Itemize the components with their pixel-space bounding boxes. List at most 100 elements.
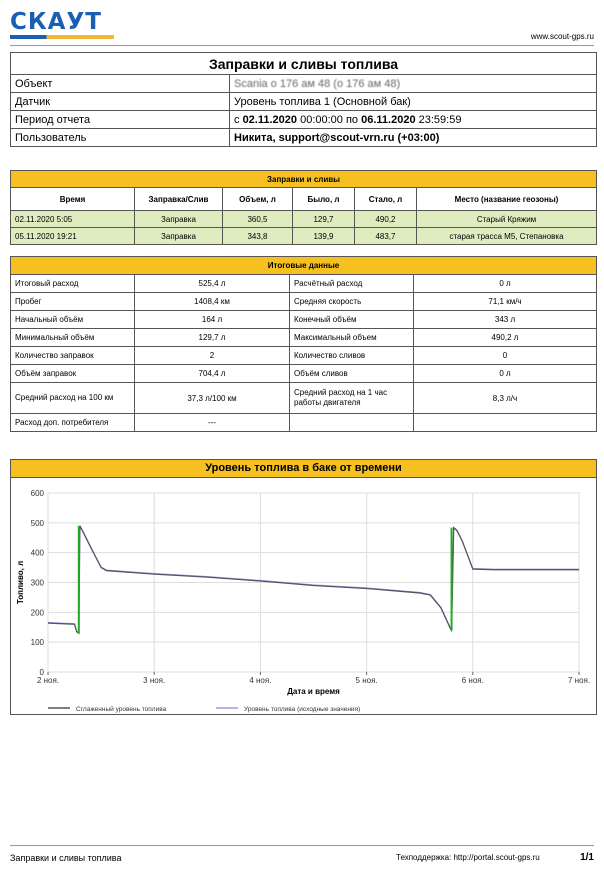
y-tick-label: 0 xyxy=(40,668,45,677)
summary-value: 2 xyxy=(134,346,290,365)
cell-place: Старый Кряжим xyxy=(416,210,597,228)
legend-label: Уровень топлива (исходные значения) xyxy=(244,706,360,713)
period-to-time: 23:59:59 xyxy=(418,113,462,126)
summary-row: Объём заправок 704,4 л Объём сливов 0 л xyxy=(10,364,597,383)
summary-value: 129,7 л xyxy=(134,328,290,347)
logo-text: СКАУТ xyxy=(10,9,102,35)
cell-before: 139,9 xyxy=(292,227,355,245)
col-header-after: Стало, л xyxy=(354,187,417,211)
logo-underline xyxy=(10,35,114,39)
y-tick-label: 200 xyxy=(31,608,45,617)
x-axis-label: Дата и время xyxy=(287,687,340,696)
summary-row: Минимальный объём 129,7 л Максимальный о… xyxy=(10,328,597,347)
user-value: Никита, support@scout-vrn.ru (+03:00) xyxy=(229,128,597,147)
footer-page-number: 1/1 xyxy=(580,852,594,863)
refuel-table: Заправки и сливы Время Заправка/Слив Объ… xyxy=(10,170,597,245)
summary-section-title: Итоговые данные xyxy=(10,256,597,275)
summary-value: 343 л xyxy=(413,310,597,329)
summary-value: 490,2 л xyxy=(413,328,597,347)
period-to-date: 06.11.2020 xyxy=(361,113,416,126)
user-label: Пользователь xyxy=(10,128,230,147)
series-line-smoothed xyxy=(47,525,579,635)
period-from-date: 02.11.2020 xyxy=(242,113,298,126)
cell-place: старая трасса М5, Степановка xyxy=(416,227,597,245)
summary-label: Количество сливов xyxy=(289,346,414,365)
x-tick-label: 4 ноя. xyxy=(249,676,271,685)
summary-row: Пробег 1408,4 км Средняя скорость 71,1 к… xyxy=(10,292,597,311)
summary-label: Конечный объём xyxy=(289,310,414,329)
fuel-chart-panel: Уровень топлива в баке от времени 0 100 20… xyxy=(10,459,597,715)
summary-value: 0 л xyxy=(413,364,597,383)
cell-before: 129,7 xyxy=(292,210,355,228)
summary-label: Объём заправок xyxy=(10,364,135,383)
y-axis-label: Топливо, л xyxy=(16,561,25,604)
x-tick-label: 2 ноя. xyxy=(37,676,59,685)
summary-value xyxy=(413,413,597,432)
summary-row: Количество заправок 2 Количество сливов … xyxy=(10,346,597,365)
scout-logo: СКАУТ xyxy=(10,10,120,40)
cell-type: Заправка xyxy=(134,210,223,228)
period-to-word: по xyxy=(345,113,359,126)
sensor-value: Уровень топлива 1 (Основной бак) xyxy=(229,92,597,111)
col-header-place: Место (название геозоны) xyxy=(416,187,597,211)
col-header-volume: Объем, л xyxy=(222,187,293,211)
summary-label: Итоговый расход xyxy=(10,274,135,293)
report-info-table: Заправки и сливы топлива Объект Scania о… xyxy=(10,52,597,147)
y-tick-label: 400 xyxy=(31,549,45,558)
footer-support: Техподдержка: http://portal.scout-gps.ru xyxy=(396,853,540,862)
summary-table: Итоговые данные Итоговый расход 525,4 л … xyxy=(10,256,597,432)
summary-label: Количество заправок xyxy=(10,346,135,365)
object-label: Объект xyxy=(10,74,230,93)
y-tick-label: 600 xyxy=(31,489,45,498)
legend-label: Сглаженный уровень топлива xyxy=(76,705,167,713)
refuel-section-title: Заправки и сливы xyxy=(10,170,597,188)
summary-row: Итоговый расход 525,4 л Расчётный расход… xyxy=(10,274,597,293)
x-tick-label: 7 ноя. xyxy=(568,676,590,685)
x-tick-label: 3 ноя. xyxy=(143,676,165,685)
summary-value: 8,3 л/ч xyxy=(413,382,597,414)
summary-value: 0 xyxy=(413,346,597,365)
summary-row: Начальный объём 164 л Конечный объём 343… xyxy=(10,310,597,329)
summary-label: Максимальный объем xyxy=(289,328,414,347)
summary-label: Средняя скорость xyxy=(289,292,414,311)
summary-label: Объём сливов xyxy=(289,364,414,383)
cell-time: 05.11.2020 19:21 xyxy=(10,227,135,245)
y-tick-label: 100 xyxy=(31,638,45,647)
cell-after: 490,2 xyxy=(354,210,417,228)
col-header-time: Время xyxy=(10,187,135,211)
summary-label: Минимальный объём xyxy=(10,328,135,347)
summary-value: --- xyxy=(134,413,290,432)
footer-divider xyxy=(10,845,594,846)
table-row: 05.11.2020 19:21 Заправка 343,8 139,9 48… xyxy=(10,227,597,245)
table-row: 02.11.2020 5:05 Заправка 360,5 129,7 490… xyxy=(10,210,597,228)
chart-title: Уровень топлива в баке от времени xyxy=(11,460,596,478)
cell-time: 02.11.2020 5:05 xyxy=(10,210,135,228)
summary-label: Расход доп. потребителя xyxy=(10,413,135,432)
summary-label: Начальный объём xyxy=(10,310,135,329)
site-url: www.scout-gps.ru xyxy=(530,32,594,41)
col-header-type: Заправка/Слив xyxy=(134,187,223,211)
footer-report-name: Заправки и сливы топлива xyxy=(10,853,122,863)
summary-value: 164 л xyxy=(134,310,290,329)
col-header-before: Было, л xyxy=(292,187,355,211)
cell-type: Заправка xyxy=(134,227,223,245)
summary-value: 704,4 л xyxy=(134,364,290,383)
y-tick-label: 300 xyxy=(31,579,45,588)
period-label: Период отчета xyxy=(10,110,230,129)
summary-label: Расчётный расход xyxy=(289,274,414,293)
period-from-time: 00:00:00 xyxy=(300,113,343,126)
header-divider xyxy=(10,45,594,46)
summary-value: 525,4 л xyxy=(134,274,290,293)
period-from-word: с xyxy=(234,113,240,126)
x-tick-label: 6 ноя. xyxy=(462,676,484,685)
summary-label: Средний расход на 100 км xyxy=(10,382,135,414)
summary-label: Средний расход на 1 час работы двигателя xyxy=(289,382,414,414)
summary-label xyxy=(289,413,414,432)
cell-volume: 343,8 xyxy=(222,227,293,245)
report-title: Заправки и сливы топлива xyxy=(10,52,597,75)
y-tick-label: 500 xyxy=(31,519,45,528)
summary-value: 71,1 км/ч xyxy=(413,292,597,311)
x-tick-label: 5 ноя. xyxy=(356,676,378,685)
summary-label: Пробег xyxy=(10,292,135,311)
summary-row: Расход доп. потребителя --- xyxy=(10,413,597,432)
